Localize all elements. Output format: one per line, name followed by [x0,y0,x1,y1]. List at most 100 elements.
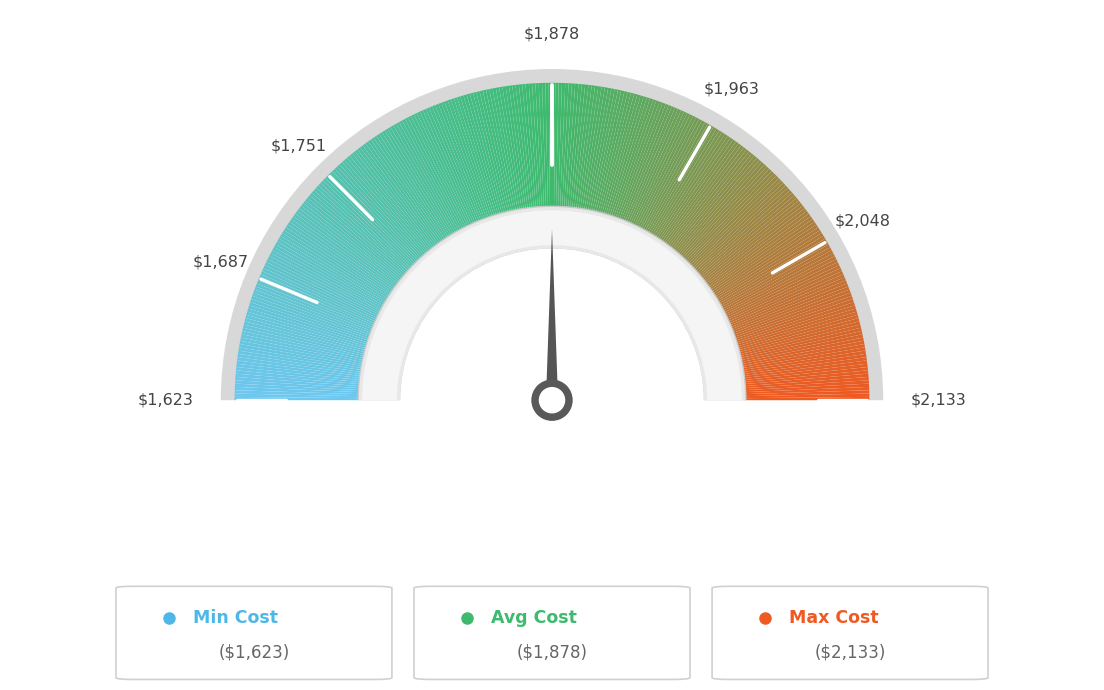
Wedge shape [677,158,760,254]
Wedge shape [703,203,803,282]
Wedge shape [332,169,420,261]
Wedge shape [739,318,859,352]
Wedge shape [344,158,427,254]
Wedge shape [245,315,365,351]
Wedge shape [506,86,526,209]
Wedge shape [411,115,468,227]
Wedge shape [592,90,622,212]
Text: Avg Cost: Avg Cost [491,609,577,627]
Wedge shape [629,109,681,224]
Wedge shape [340,162,424,257]
Wedge shape [569,84,582,208]
Wedge shape [696,188,790,273]
Wedge shape [743,357,867,376]
Wedge shape [635,113,690,226]
Wedge shape [242,328,364,358]
Wedge shape [235,377,359,388]
Wedge shape [542,83,548,207]
Wedge shape [722,250,834,310]
Wedge shape [399,121,460,231]
Wedge shape [502,86,523,209]
Wedge shape [740,322,860,354]
Wedge shape [556,83,562,207]
Wedge shape [460,95,498,215]
Wedge shape [639,117,699,229]
Wedge shape [588,88,615,211]
Wedge shape [235,374,360,386]
Wedge shape [686,171,774,262]
Wedge shape [526,83,538,208]
Wedge shape [673,154,754,251]
Wedge shape [742,337,863,364]
Wedge shape [726,265,840,319]
Text: $1,963: $1,963 [703,82,760,97]
Wedge shape [447,99,490,218]
Wedge shape [741,334,863,362]
Wedge shape [705,208,807,285]
Wedge shape [742,344,864,368]
Wedge shape [697,190,793,274]
Wedge shape [322,178,414,266]
Wedge shape [574,85,592,208]
Wedge shape [359,207,745,400]
Wedge shape [584,87,608,210]
Wedge shape [235,387,359,394]
Wedge shape [529,83,540,208]
Wedge shape [482,90,512,212]
Wedge shape [261,271,375,324]
Wedge shape [385,129,452,236]
Wedge shape [288,221,392,293]
Wedge shape [237,354,361,374]
Wedge shape [245,318,365,352]
Wedge shape [616,101,659,219]
Wedge shape [307,195,404,277]
Wedge shape [716,233,824,300]
Wedge shape [242,331,363,360]
Wedge shape [435,104,482,221]
Wedge shape [733,290,851,335]
Wedge shape [660,138,733,241]
Wedge shape [702,201,800,280]
Wedge shape [657,134,728,239]
Wedge shape [606,95,644,215]
Wedge shape [314,188,408,273]
Wedge shape [601,92,634,214]
Wedge shape [617,101,662,219]
Wedge shape [393,124,457,233]
Wedge shape [253,290,371,335]
Wedge shape [320,181,413,268]
Wedge shape [647,124,711,233]
Wedge shape [244,322,364,354]
Wedge shape [252,296,370,339]
Wedge shape [237,357,361,376]
Wedge shape [318,183,411,269]
Text: $1,687: $1,687 [193,255,248,270]
Wedge shape [680,162,764,257]
Wedge shape [720,244,830,307]
Wedge shape [432,105,481,221]
Wedge shape [352,152,432,250]
Wedge shape [236,371,360,384]
Wedge shape [724,256,837,315]
Wedge shape [358,148,435,248]
Wedge shape [630,110,684,224]
Wedge shape [704,206,805,284]
Wedge shape [402,119,463,230]
Wedge shape [572,85,588,208]
Wedge shape [649,126,713,234]
Wedge shape [586,88,612,210]
Wedge shape [736,305,856,344]
Wedge shape [299,206,400,284]
Wedge shape [591,89,618,211]
Wedge shape [235,380,359,390]
Wedge shape [693,183,786,269]
Wedge shape [641,119,702,230]
Wedge shape [539,83,546,207]
Wedge shape [246,312,367,348]
Wedge shape [678,160,762,255]
Wedge shape [238,351,361,372]
Wedge shape [499,87,522,210]
Wedge shape [258,277,374,327]
Wedge shape [676,156,757,253]
Text: $1,878: $1,878 [524,26,580,41]
